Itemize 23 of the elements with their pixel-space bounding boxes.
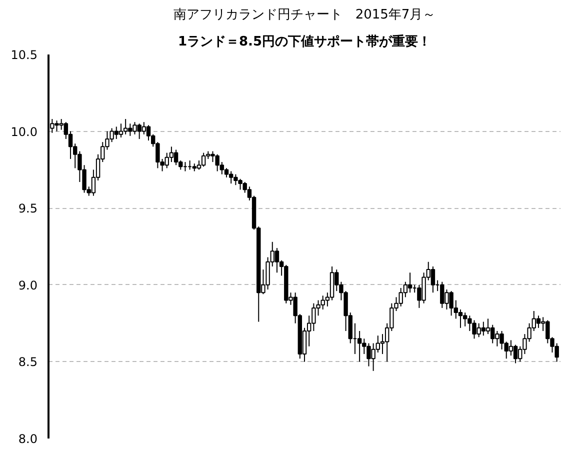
candlestick [169,146,174,163]
candlestick [486,318,490,335]
y-tick-label: 9.0 [18,278,38,292]
candlestick [174,149,178,166]
y-tick-label: 10.0 [10,124,38,139]
chart-subtitle: 1ランド＝8.5円の下値サポート帯が重要！ [178,34,432,50]
candlestick [513,344,518,364]
candlestick [508,340,514,356]
candlestick [118,123,124,138]
candlestick [357,330,362,362]
candlestick [196,160,202,170]
y-tick-label: 8.5 [18,355,38,370]
y-tick-label: 8.0 [18,432,38,446]
candlestick [408,272,412,294]
chart-title: 南アフリカランド円チャート 2015年7月～ [173,8,436,22]
candlestick [274,248,280,274]
candlestick [224,168,229,178]
candlestick [536,315,541,328]
y-tick-label: 9.5 [18,202,38,216]
candlestick [146,124,151,142]
y-tick-label: 10.5 [10,48,38,62]
candlestick [430,266,436,294]
candlestick [458,308,463,328]
